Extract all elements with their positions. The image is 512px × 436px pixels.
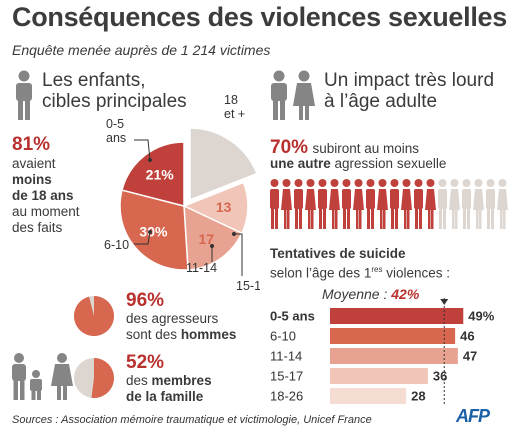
pictogram-person-3 — [305, 179, 316, 229]
suicide-title: Tentatives de suicide — [270, 246, 406, 261]
pictogram-person-8 — [366, 179, 375, 229]
aggressors-pct: 96% — [126, 290, 165, 311]
pie-outer-label-2: 11-14 — [186, 261, 217, 275]
pictogram-person-0 — [270, 179, 279, 229]
bar-1 — [330, 328, 456, 344]
pictogram-person-2 — [294, 179, 303, 229]
adult-stat-line2: une autre agression sexuelle — [270, 156, 447, 171]
pictogram-person-10 — [390, 179, 399, 229]
leader-line-3 — [234, 233, 243, 276]
child-person-icon — [16, 70, 32, 120]
pictogram-person-9 — [377, 179, 388, 229]
pictogram-person-14 — [438, 179, 447, 229]
pictogram-person-6 — [342, 179, 351, 229]
pie-value-label-3: 13 — [216, 199, 232, 215]
suicide-subtitle: selon l’âge des 1res violences : — [270, 265, 450, 281]
family-icon — [12, 353, 73, 400]
suicide-mean: Moyenne : 42% — [322, 286, 420, 302]
pie-slice-2 — [183, 204, 243, 271]
sources-note: Sources : Association mémoire traumatiqu… — [12, 414, 372, 426]
bar-value-label-1: 46 — [460, 329, 474, 344]
children-text: avaient moins de 18 ans au moment des fa… — [12, 156, 80, 235]
family-pie — [74, 358, 114, 398]
bar-category-label-0: 0-5 ans — [270, 309, 315, 324]
pieFamily-main-slice — [91, 358, 114, 398]
aggressors-pie — [74, 296, 114, 336]
suicide-bar-chart: 0-5 ans 49% 6-10 46 11-14 47 15-17 36 18-26 28 — [270, 298, 495, 404]
bar-4 — [330, 388, 407, 404]
bar-value-label-0: 49% — [468, 309, 494, 324]
pie-outer-label-4: et + — [224, 107, 245, 121]
pie-value-label-0: 21% — [146, 167, 175, 183]
pie-value-label-1: 30% — [139, 223, 168, 239]
bar-category-label-4: 18-26 — [270, 389, 303, 404]
pie-outer-label-0: 0-5 — [106, 117, 124, 131]
mean-marker — [440, 299, 449, 305]
family-text: des membres de la famille — [126, 373, 212, 404]
afp-logo: AFP — [456, 406, 490, 426]
pictogram-person-5 — [329, 179, 340, 229]
victims-pictogram — [270, 179, 508, 229]
bar-value-label-3: 36 — [433, 369, 447, 384]
pictogram-person-4 — [318, 179, 327, 229]
leader-line-0 — [134, 139, 151, 161]
pie-outer-label-1: 6-10 — [104, 238, 129, 252]
children-heading: Les enfants, cibles principales — [42, 70, 187, 112]
pictogram-person-1 — [281, 179, 292, 229]
pictogram-person-17 — [473, 179, 484, 229]
children-pct: 81% — [12, 134, 51, 155]
bar-value-label-4: 28 — [411, 389, 425, 404]
bar-category-label-3: 15-17 — [270, 369, 303, 384]
aggressors-text: des agresseurs sont des hommes — [126, 311, 237, 342]
page-subtitle: Enquête menée auprès de 1 214 victimes — [12, 42, 271, 58]
bar-value-label-2: 47 — [463, 349, 477, 364]
pie-slice-4 — [189, 127, 258, 202]
leader-dot-0 — [148, 158, 152, 162]
adult-heading: Un impact très lourd à l’âge adulte — [324, 70, 495, 112]
page-title: Conséquences des violences sexuelles — [12, 2, 507, 32]
leader-line-1 — [134, 231, 151, 245]
pictogram-person-11 — [401, 179, 412, 229]
bar-category-label-2: 11-14 — [270, 349, 302, 364]
pictogram-person-15 — [449, 179, 460, 229]
adult-stat: 70% subiront au moins — [270, 137, 420, 158]
leader-dot-3 — [232, 232, 236, 236]
pie-value-label-2: 17 — [199, 231, 215, 247]
bar-3 — [330, 368, 428, 384]
pie-slice-0 — [121, 141, 185, 207]
bar-category-label-1: 6-10 — [270, 329, 296, 344]
pictogram-person-13 — [425, 179, 436, 229]
bar-2 — [330, 348, 458, 364]
pie-outer-label-3: 15-17 — [236, 279, 260, 293]
pie-outer-label-4: 18 — [224, 93, 238, 107]
leader-dot-1 — [148, 230, 152, 234]
adult-couple-icon — [271, 70, 315, 120]
pie-slice-1 — [119, 189, 189, 271]
pictogram-person-12 — [414, 179, 423, 229]
pie-outer-label-0: ans — [106, 131, 126, 145]
pictogram-person-19 — [497, 179, 508, 229]
bar-0 — [330, 308, 464, 324]
family-pct: 52% — [126, 352, 165, 373]
leader-dot-2 — [210, 244, 214, 248]
pictogram-person-7 — [353, 179, 364, 229]
pictogram-person-16 — [462, 179, 471, 229]
pieMen-main-slice — [74, 296, 114, 336]
pictogram-person-18 — [486, 179, 495, 229]
